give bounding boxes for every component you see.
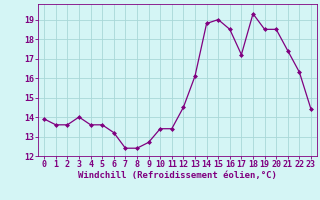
X-axis label: Windchill (Refroidissement éolien,°C): Windchill (Refroidissement éolien,°C): [78, 171, 277, 180]
